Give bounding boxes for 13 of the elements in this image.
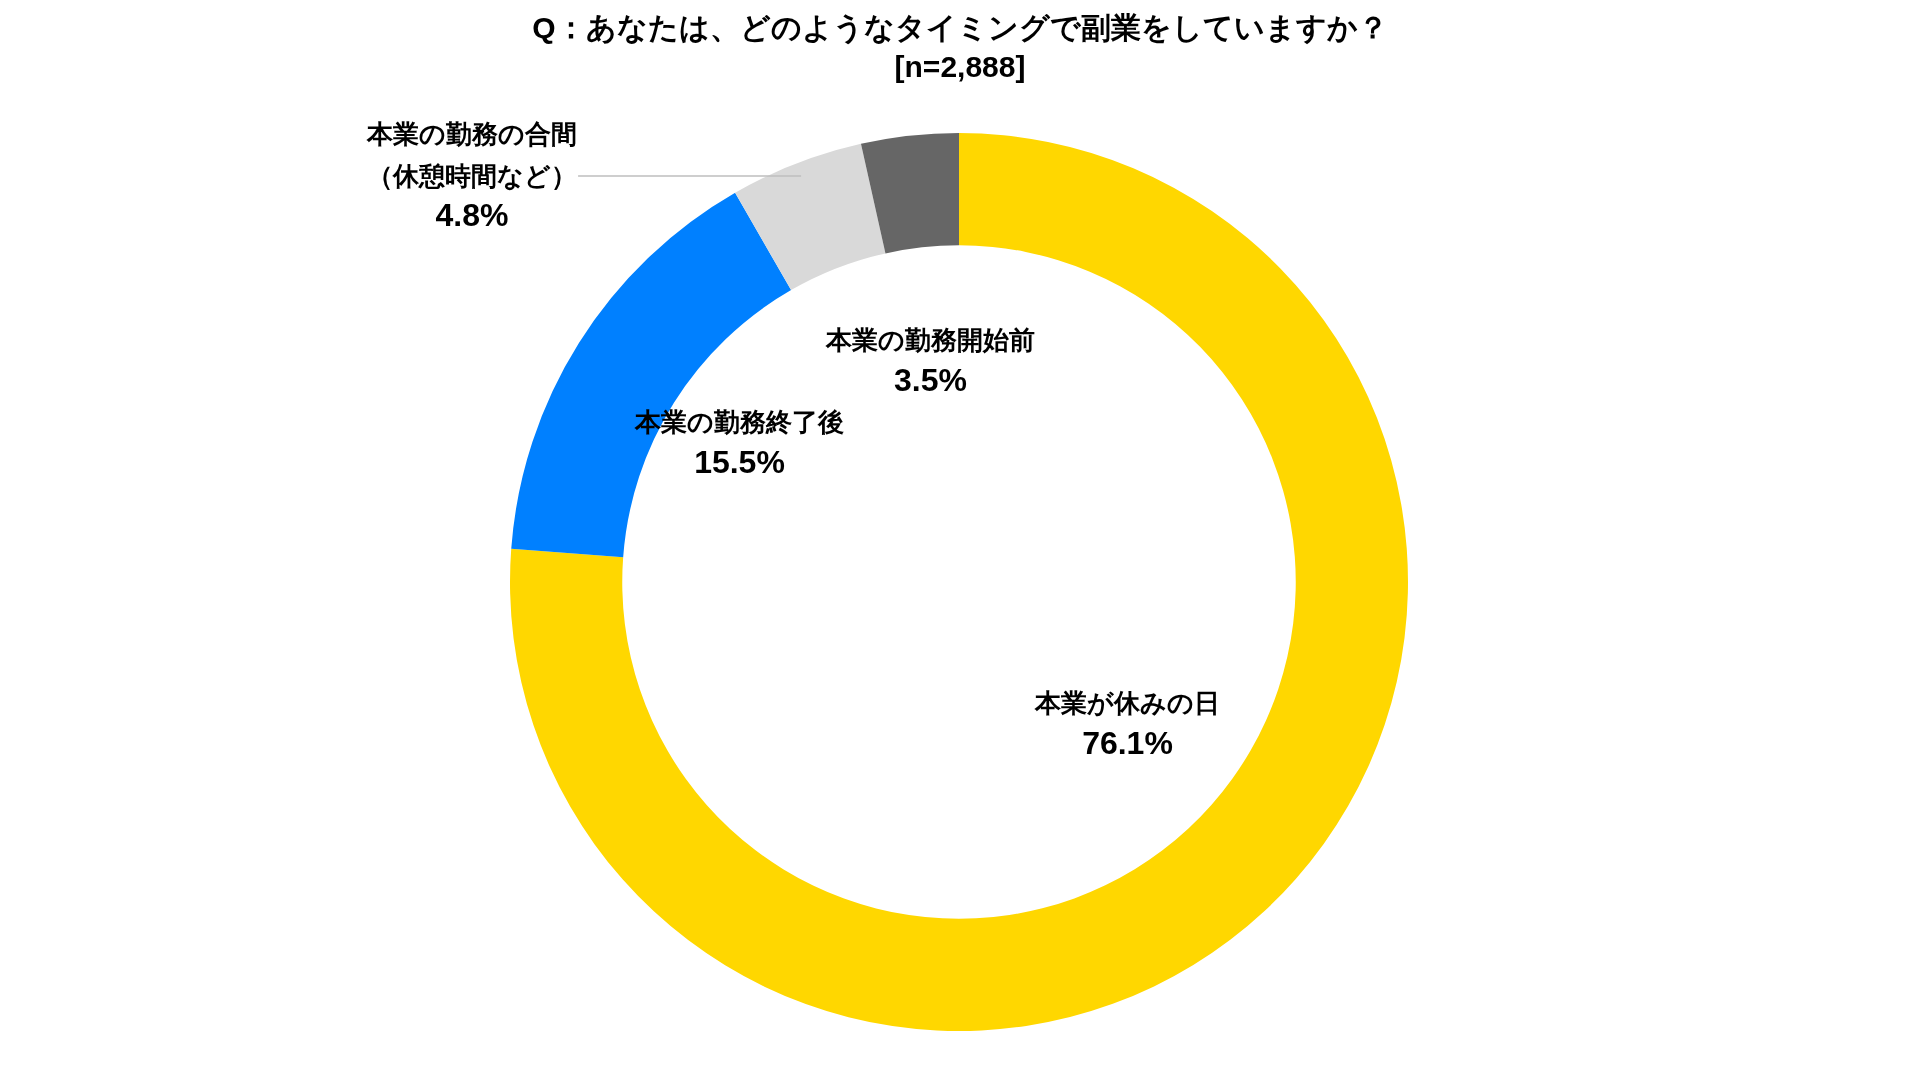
- chart-subtitle: [n=2,888]: [894, 49, 1026, 83]
- donut-slice: [735, 143, 886, 291]
- data-label: 15.5%: [694, 443, 785, 480]
- data-label: 4.8%: [435, 197, 509, 234]
- slice-label: 本業の勤務終了後: [634, 407, 844, 437]
- slice-label: 本業が休みの日: [1034, 688, 1220, 718]
- slice-label: 本業の勤務開始前: [825, 325, 1035, 355]
- donut-slice: [860, 133, 959, 254]
- data-label: 76.1%: [1082, 724, 1173, 761]
- chart-title: Q：あなたは、どのようなタイミングで副業をしていますか？: [532, 10, 1388, 45]
- donut-slice: [511, 192, 792, 558]
- slice-label: 本業の勤務の合間（休憩時間など）: [366, 119, 577, 191]
- data-label: 3.5%: [894, 361, 967, 398]
